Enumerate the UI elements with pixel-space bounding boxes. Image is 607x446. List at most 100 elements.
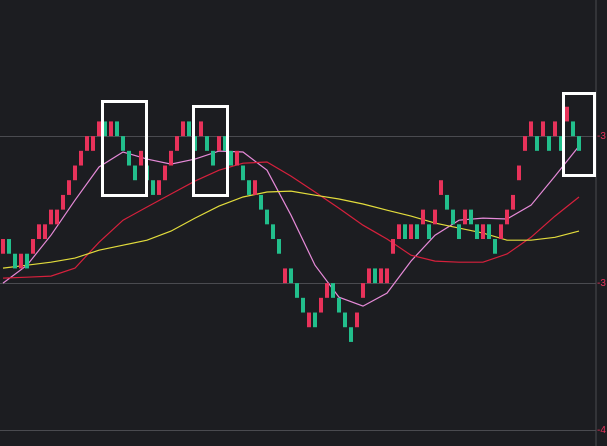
candle-body [517,165,521,181]
candle-body [43,224,47,240]
candle-body [97,121,101,137]
candle-body [247,180,251,195]
candle-body [61,194,65,210]
candle-body [271,224,275,240]
y-tick-label: -3 [597,131,606,142]
candle-body [433,209,437,225]
candle-body [277,239,281,254]
candle-body [211,150,215,166]
highlight-boxes [101,92,596,197]
candle-body [205,136,209,151]
candle-body [319,297,323,313]
candle-body [445,194,449,210]
candle-body [91,136,95,151]
highlight-box [192,105,229,197]
candle-body [265,209,269,225]
candle-body [427,224,431,240]
candle-body [403,224,407,240]
candle-body [295,283,299,298]
candle-body [85,136,89,151]
candle-body [367,268,371,284]
candle-body [127,150,131,166]
candle-body [199,121,203,137]
candle-body [7,239,11,254]
candle-body [13,253,17,269]
candle-body [307,312,311,328]
candle-body [535,136,539,151]
candle-body [121,136,125,151]
candle-body [31,239,35,254]
highlight-box [101,100,148,197]
candle-body [397,224,401,240]
candle-body [223,136,227,151]
candle-body [259,194,263,210]
candle-body [109,121,113,137]
candle-body [169,150,173,166]
candles [1,106,581,342]
candle-body [391,239,395,254]
candle-body [565,106,569,122]
candle-body [313,312,317,328]
candle-body [67,180,71,195]
candle-body [349,327,353,342]
candle-body [469,209,473,225]
candle-body [187,121,191,137]
candle-body [133,165,137,181]
candle-body [409,224,413,240]
candle-body [493,239,497,254]
candle-body [577,136,581,151]
candle-body [373,268,377,284]
candle-body [571,121,575,137]
candle-body [463,209,467,225]
candle-body [415,224,419,240]
candle-body [355,312,359,328]
ma-line [2,190,580,269]
candle-body [229,150,233,166]
candle-body [253,180,257,195]
candle-body [511,194,515,210]
candle-body [25,253,29,269]
candle-body [559,136,563,151]
candle-body [301,297,305,313]
candle-body [151,180,155,195]
candle-body [379,268,383,284]
candle-body [337,297,341,313]
candle-body [343,312,347,328]
candle-body [439,180,443,195]
candle-body [175,136,179,151]
candle-body [541,121,545,137]
candle-body [181,121,185,137]
candle-body [103,121,107,137]
candle-body [289,268,293,284]
candle-body [529,121,533,137]
candle-body [19,253,23,269]
candle-body [37,224,41,240]
candle-body [1,239,5,254]
candle-body [547,136,551,151]
candle-body [325,283,329,298]
candle-body [451,209,455,225]
candle-body [457,224,461,240]
candle-body [49,209,53,225]
candle-body [241,165,245,181]
candle-body [55,209,59,225]
candle-body [361,283,365,298]
candle-body [235,150,239,166]
candle-body [523,136,527,151]
ma-line [2,161,580,279]
y-axis: -3 -3 -4 [597,131,606,436]
y-tick-label: -4 [597,425,606,436]
highlight-box [562,92,596,177]
y-tick-label: -3 [597,278,606,289]
candle-body [487,224,491,240]
candle-body [217,136,221,151]
candle-body [283,268,287,284]
candle-body [139,150,143,166]
candle-body [421,209,425,225]
candle-body [505,209,509,225]
candle-body [385,268,389,284]
candle-body [157,180,161,195]
candle-body [73,165,77,181]
